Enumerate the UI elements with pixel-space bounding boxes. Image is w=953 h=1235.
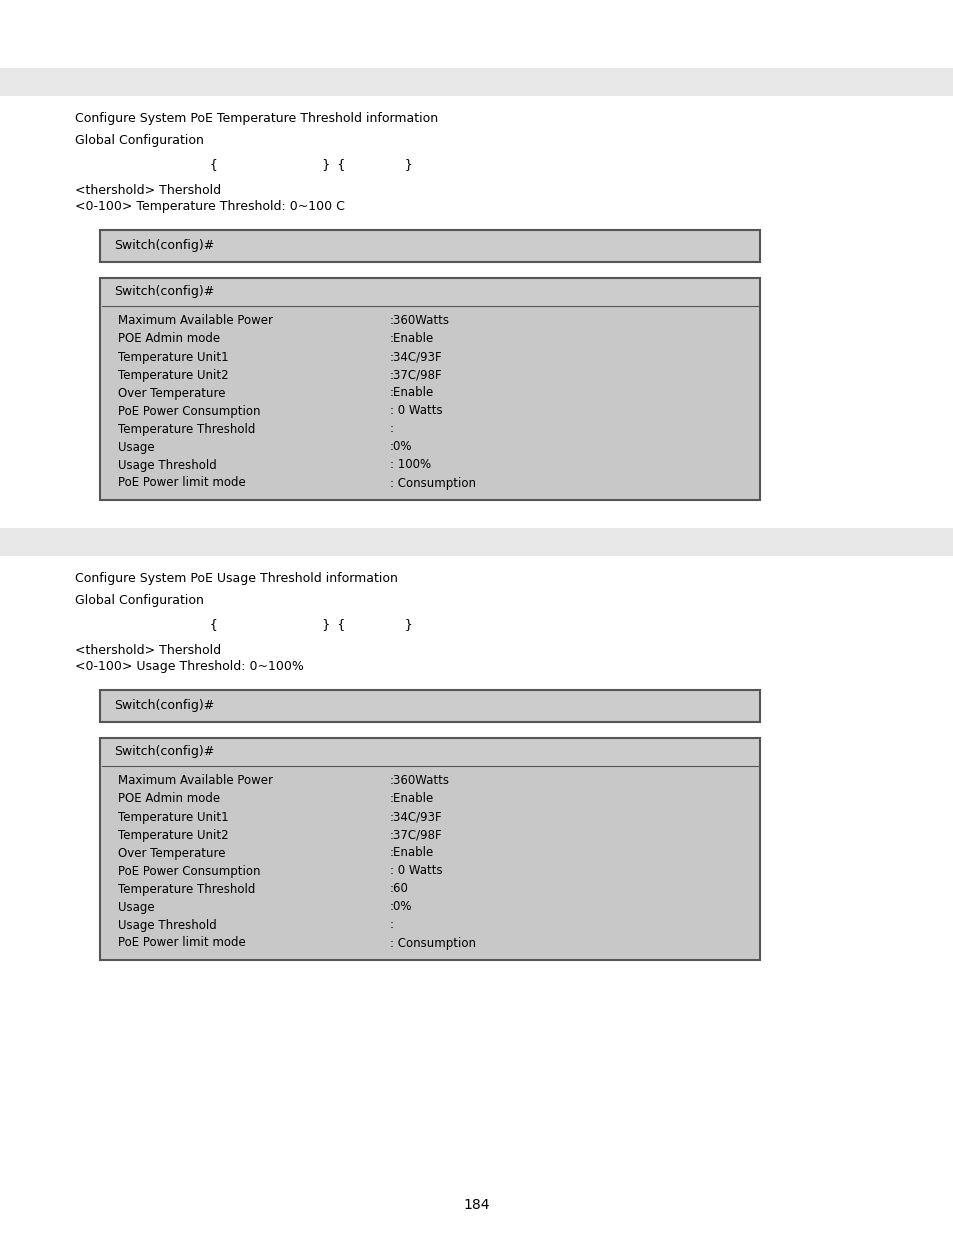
Text: :34C/93F: :34C/93F	[390, 810, 442, 824]
Text: :34C/93F: :34C/93F	[390, 351, 442, 363]
Bar	[0, 68, 953, 96]
Text: <thershold> Thershold: <thershold> Thershold	[75, 643, 221, 657]
Bar	[102, 306, 758, 498]
Text: PoE Power limit mode: PoE Power limit mode	[118, 477, 246, 489]
Text: Temperature Unit2: Temperature Unit2	[118, 368, 229, 382]
Text: POE Admin mode: POE Admin mode	[118, 793, 220, 805]
Text: Maximum Available Power: Maximum Available Power	[118, 315, 273, 327]
Text: :37C/98F: :37C/98F	[390, 368, 442, 382]
Text: :: :	[390, 919, 394, 931]
Bar	[0, 529, 953, 556]
Text: POE Admin mode: POE Admin mode	[118, 332, 220, 346]
Bar	[102, 692, 758, 720]
Text: PoE Power Consumption: PoE Power Consumption	[118, 405, 260, 417]
Text: Temperature Threshold: Temperature Threshold	[118, 883, 255, 895]
Text: Over Temperature: Over Temperature	[118, 846, 225, 860]
Bar	[102, 232, 758, 261]
Text: :360Watts: :360Watts	[390, 774, 450, 788]
Text: Switch(config)#: Switch(config)#	[113, 285, 214, 299]
Text: {              } {        }: { } { }	[135, 158, 412, 170]
Text: Switch(config)#: Switch(config)#	[113, 240, 214, 252]
Text: :37C/98F: :37C/98F	[390, 829, 442, 841]
Bar	[100, 739, 760, 960]
Text: : 0 Watts: : 0 Watts	[390, 405, 442, 417]
Text: :Enable: :Enable	[390, 332, 434, 346]
Text: Switch(config)#: Switch(config)#	[113, 699, 214, 713]
Text: Temperature Unit2: Temperature Unit2	[118, 829, 229, 841]
Text: Usage Threshold: Usage Threshold	[118, 458, 216, 472]
Text: Configure System PoE Usage Threshold information: Configure System PoE Usage Threshold inf…	[75, 572, 397, 585]
Text: :: :	[390, 422, 394, 436]
Text: :360Watts: :360Watts	[390, 315, 450, 327]
Bar	[100, 278, 760, 500]
Bar	[102, 766, 758, 958]
Text: Maximum Available Power: Maximum Available Power	[118, 774, 273, 788]
Text: Usage: Usage	[118, 900, 154, 914]
Text: Over Temperature: Over Temperature	[118, 387, 225, 399]
Text: Global Configuration: Global Configuration	[75, 135, 204, 147]
Bar	[100, 690, 760, 722]
Text: :Enable: :Enable	[390, 387, 434, 399]
Text: 184: 184	[463, 1198, 490, 1212]
Text: :Enable: :Enable	[390, 846, 434, 860]
Text: <0-100> Usage Threshold: 0~100%: <0-100> Usage Threshold: 0~100%	[75, 659, 304, 673]
Text: Temperature Unit1: Temperature Unit1	[118, 351, 229, 363]
Text: Global Configuration: Global Configuration	[75, 594, 204, 606]
Text: PoE Power limit mode: PoE Power limit mode	[118, 936, 246, 950]
Text: Temperature Threshold: Temperature Threshold	[118, 422, 255, 436]
Text: : Consumption: : Consumption	[390, 936, 476, 950]
Text: :Enable: :Enable	[390, 793, 434, 805]
Text: :60: :60	[390, 883, 409, 895]
Text: <0-100> Temperature Threshold: 0~100 C: <0-100> Temperature Threshold: 0~100 C	[75, 200, 345, 212]
Text: Usage: Usage	[118, 441, 154, 453]
Text: Temperature Unit1: Temperature Unit1	[118, 810, 229, 824]
Text: PoE Power Consumption: PoE Power Consumption	[118, 864, 260, 878]
Text: Configure System PoE Temperature Threshold information: Configure System PoE Temperature Thresho…	[75, 112, 437, 125]
Text: :0%: :0%	[390, 900, 412, 914]
Text: Switch(config)#: Switch(config)#	[113, 746, 214, 758]
Bar	[102, 280, 758, 306]
Text: : Consumption: : Consumption	[390, 477, 476, 489]
Text: :0%: :0%	[390, 441, 412, 453]
Text: : 0 Watts: : 0 Watts	[390, 864, 442, 878]
Text: : 100%: : 100%	[390, 458, 431, 472]
Text: {              } {        }: { } { }	[135, 618, 412, 631]
Bar	[102, 740, 758, 766]
Bar	[100, 230, 760, 262]
Text: <thershold> Thershold: <thershold> Thershold	[75, 184, 221, 198]
Text: Usage Threshold: Usage Threshold	[118, 919, 216, 931]
